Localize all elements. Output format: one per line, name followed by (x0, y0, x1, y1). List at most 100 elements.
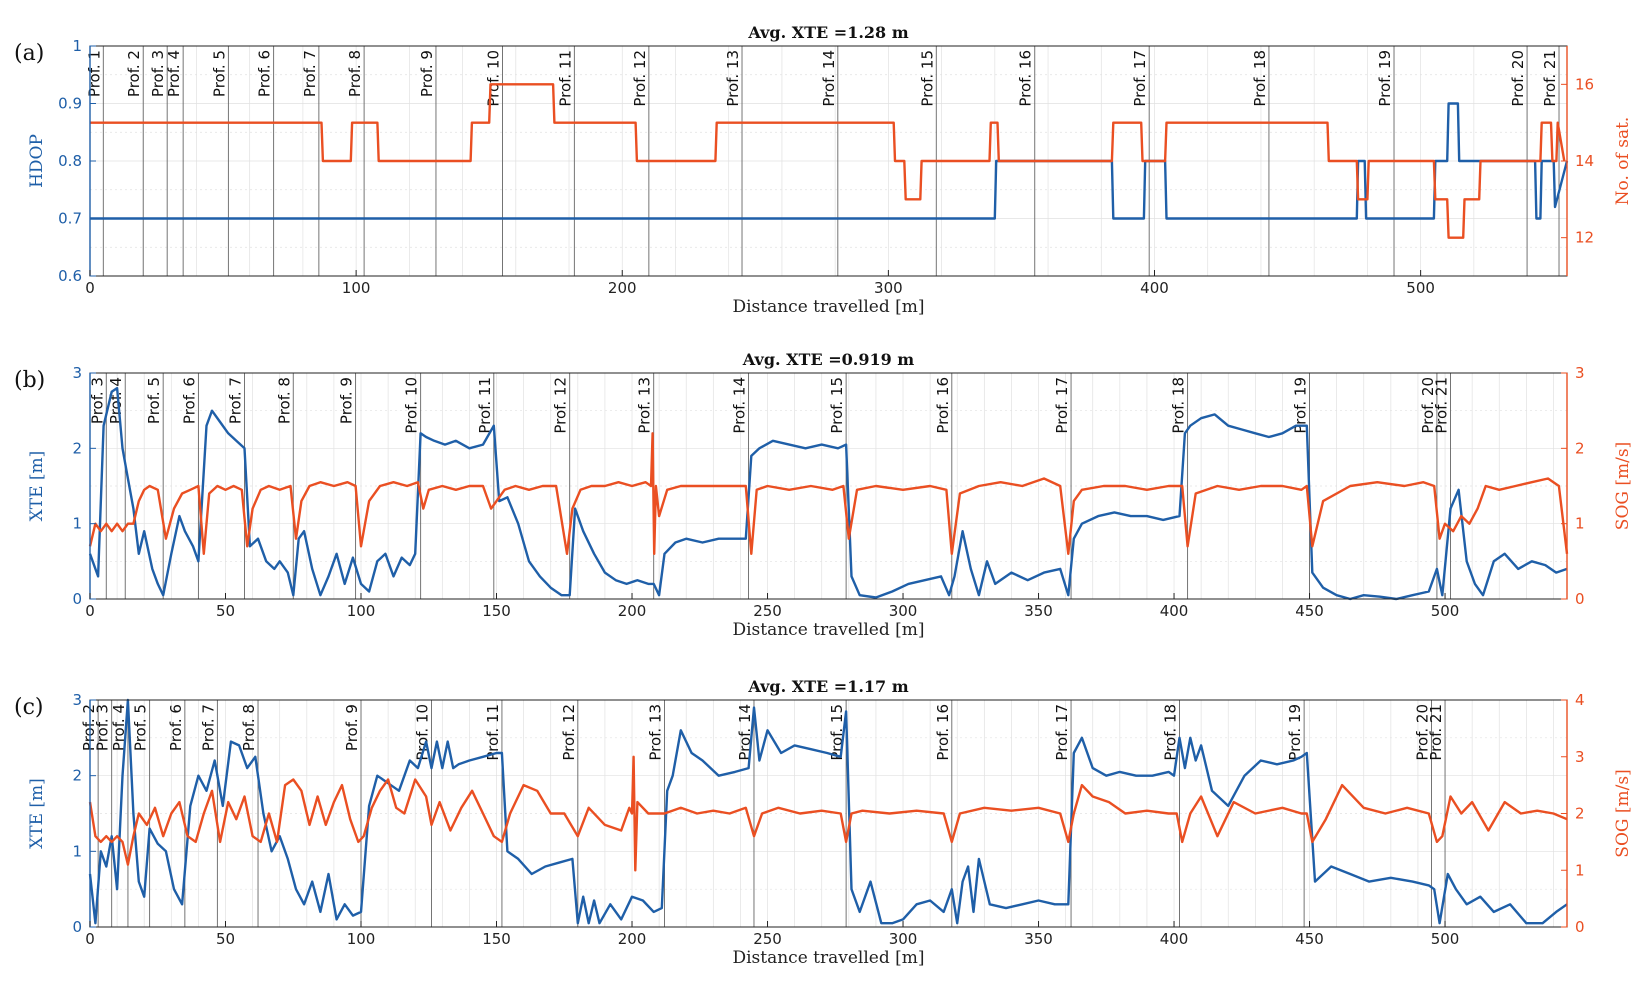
profile-label: Prof. 18 (1170, 377, 1188, 434)
profile-label: Prof. 12 (560, 704, 578, 761)
x-tick-label: 500 (1431, 930, 1460, 948)
x-tick-label: 50 (216, 602, 235, 620)
x-tick-label: 500 (1431, 602, 1460, 620)
x-tick-label: 300 (889, 930, 918, 948)
profile-label: Prof. 4 (110, 704, 128, 751)
profile-label: Prof. 2 (80, 704, 98, 751)
profile-label: Prof. 20 (1419, 377, 1437, 434)
profile-label: Prof. 16 (934, 704, 952, 761)
x-tick-label: 200 (608, 279, 637, 297)
y-right-axis-label: SOG [m/s] (1613, 442, 1633, 530)
y-left-tick-label: 0 (72, 590, 82, 608)
series-line-sog (88, 755, 1568, 872)
x-tick-label: 400 (1140, 279, 1169, 297)
y-left-tick-label: 0.6 (58, 267, 82, 285)
profile-label: Prof. 5 (145, 377, 163, 424)
profile-label: Prof. 19 (1376, 50, 1394, 107)
chart-title: Avg. XTE =0.919 m (742, 350, 915, 369)
profile-label: Prof. 3 (94, 704, 112, 751)
x-tick-label: 0 (85, 279, 95, 297)
profile-label: Prof. 6 (256, 50, 274, 97)
y-left-tick-label: 1 (72, 37, 82, 55)
y-left-tick-label: 0 (72, 918, 82, 936)
panel-label: (c) (14, 695, 44, 720)
y-right-axis-label: SOG [m/s] (1613, 769, 1633, 857)
profile-label: Prof. 16 (934, 377, 952, 434)
x-tick-label: 100 (347, 930, 376, 948)
y-right-tick-label: 2 (1575, 805, 1585, 823)
profile-label: Prof. 14 (820, 50, 838, 107)
series-line-no-of-sat (90, 83, 1566, 239)
x-tick-label: 200 (618, 930, 647, 948)
profile-label: Prof. 12 (552, 377, 570, 434)
y-right-tick-label: 16 (1575, 75, 1594, 93)
y-right-tick-label: 3 (1575, 748, 1585, 766)
y-left-tick-label: 1 (72, 842, 82, 860)
profile-label: Prof. 7 (301, 50, 319, 97)
panel-label: (a) (14, 41, 44, 66)
y-right-tick-label: 0 (1575, 590, 1585, 608)
y-right-tick-label: 1 (1575, 515, 1585, 533)
x-axis-label: Distance travelled [m] (732, 948, 924, 968)
profile-markers: Prof. 3 Prof. 4 Prof. 5 Prof. 6 Prof. 7 Prof.… (88, 373, 1451, 599)
chart-title: Avg. XTE =1.28 m (747, 23, 908, 42)
profile-label: Prof. 4 (165, 50, 183, 97)
x-tick-label: 150 (482, 602, 511, 620)
x-axis-label: Distance travelled [m] (732, 620, 924, 640)
profile-label: Prof. 21 (1541, 50, 1559, 107)
profile-label: Prof. 4 (107, 377, 125, 424)
profile-label: Prof. 20 (1509, 50, 1527, 107)
profile-label: Prof. 19 (1292, 377, 1310, 434)
profile-label: Prof. 7 (199, 704, 217, 751)
profile-label: Prof. 6 (180, 377, 198, 424)
y-left-tick-label: 0.7 (58, 210, 82, 228)
y-right-tick-label: 1 (1575, 861, 1585, 879)
series-line-xte (88, 386, 1568, 601)
x-axis-label: Distance travelled [m] (732, 297, 924, 317)
chart-title: Avg. XTE =1.17 m (747, 677, 908, 696)
profile-label: Prof. 20 (1413, 704, 1431, 761)
x-tick-label: 400 (1160, 602, 1189, 620)
profile-label: Prof. 19 (1286, 704, 1304, 761)
profile-label: Prof. 5 (132, 704, 150, 751)
y-left-axis-label: XTE [m] (27, 778, 47, 849)
y-left-axis-label: XTE [m] (27, 451, 47, 522)
profile-label: Prof. 8 (240, 704, 258, 751)
profile-label: Prof. 11 (484, 704, 502, 761)
profile-label: Prof. 18 (1161, 704, 1179, 761)
y-right-tick-label: 3 (1575, 364, 1585, 382)
y-right-tick-label: 4 (1575, 691, 1585, 709)
series-line-xte (88, 698, 1568, 925)
x-tick-label: 350 (1024, 602, 1053, 620)
profile-label: Prof. 15 (918, 50, 936, 107)
x-tick-label: 300 (889, 602, 918, 620)
x-tick-label: 250 (753, 602, 782, 620)
profile-label: Prof. 13 (647, 704, 665, 761)
profile-label: Prof. 10 (403, 377, 421, 434)
x-tick-label: 200 (618, 602, 647, 620)
y-right-tick-label: 14 (1575, 152, 1594, 170)
profile-label: Prof. 2 (125, 50, 143, 97)
x-tick-label: 300 (874, 279, 903, 297)
x-tick-label: 150 (482, 930, 511, 948)
profile-label: Prof. 3 (149, 50, 167, 97)
x-tick-label: 450 (1295, 602, 1324, 620)
y-right-axis-label: No. of sat. (1613, 117, 1633, 206)
profile-label: Prof. 21 (1432, 377, 1450, 434)
profile-label: Prof. 14 (731, 377, 749, 434)
x-tick-label: 0 (85, 930, 95, 948)
y-right-tick-label: 0 (1575, 918, 1585, 936)
x-tick-label: 100 (347, 602, 376, 620)
profile-label: Prof. 11 (556, 50, 574, 107)
x-tick-label: 500 (1406, 279, 1435, 297)
y-left-axis-label: HDOP (27, 134, 47, 188)
profile-label: Prof. 8 (346, 50, 364, 97)
profile-label: Prof. 1 (85, 50, 103, 97)
profile-label: Prof. 3 (88, 377, 106, 424)
profile-label: Prof. 9 (338, 377, 356, 424)
profile-label: Prof. 15 (828, 377, 846, 434)
series-line-sog (88, 432, 1569, 555)
